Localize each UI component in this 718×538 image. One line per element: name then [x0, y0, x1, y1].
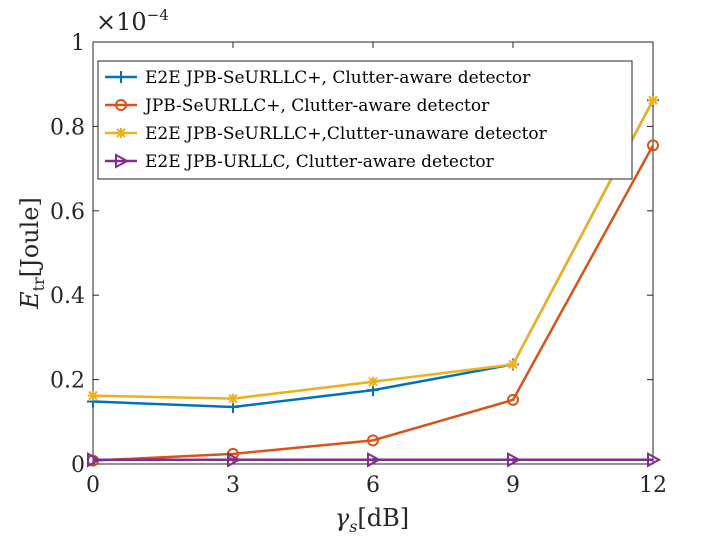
- y-exponent-label: ×10−4: [96, 6, 169, 36]
- legend-item: E2E JPB-SeURLLC+, Clutter-aware detector: [105, 68, 531, 88]
- data-point-marker: [647, 139, 659, 152]
- x-tick-label: 6: [366, 473, 380, 498]
- y-tick-label: 0.4: [50, 284, 85, 309]
- data-point-marker: [87, 452, 102, 468]
- data-point-marker: [116, 128, 126, 138]
- x-tick-label: 9: [506, 473, 520, 498]
- legend-label: E2E JPB-SeURLLC+, Clutter-aware detector: [145, 68, 531, 88]
- legend-label: JPB-SeURLLC+, Clutter-aware detector: [143, 96, 490, 116]
- data-point-marker: [368, 376, 378, 387]
- data-point-marker: [228, 393, 238, 404]
- data-point-marker: [115, 153, 130, 169]
- data-point-marker: [115, 71, 127, 83]
- data-point-marker: [507, 393, 519, 406]
- data-point-marker: [115, 99, 127, 111]
- y-tick-label: 1: [71, 31, 85, 56]
- data-point-marker: [508, 359, 518, 370]
- legend-label: E2E JPB-URLLC, Clutter-aware detector: [145, 152, 495, 172]
- y-tick-label: 0.2: [50, 369, 85, 394]
- y-axis-label: Etr[Joule]: [16, 197, 48, 310]
- legend-item: E2E JPB-SeURLLC+,Clutter-unaware detecto…: [105, 124, 548, 144]
- legend-item: JPB-SeURLLC+, Clutter-aware detector: [105, 96, 490, 116]
- x-axis-label: γs[dB]: [335, 504, 409, 536]
- data-point-marker: [367, 452, 382, 468]
- data-point-marker: [367, 434, 379, 447]
- x-tick-label: 0: [86, 473, 100, 498]
- series-4: [87, 452, 662, 468]
- series-line: [92, 144, 655, 462]
- data-point-marker: [88, 390, 98, 401]
- x-tick-label: 12: [639, 473, 667, 498]
- data-point-marker: [507, 452, 522, 468]
- legend-label: E2E JPB-SeURLLC+,Clutter-unaware detecto…: [145, 124, 548, 144]
- data-point-marker: [647, 452, 662, 468]
- y-tick-label: 0.8: [50, 115, 85, 140]
- legend-box: [97, 60, 633, 180]
- series-3: [88, 95, 658, 404]
- x-tick-label: 3: [226, 473, 240, 498]
- legend: E2E JPB-SeURLLC+, Clutter-aware detector…: [97, 60, 633, 180]
- data-point-marker: [648, 95, 658, 106]
- data-point-marker: [227, 452, 242, 468]
- y-tick-label: 0: [71, 453, 85, 478]
- y-tick-label: 0.6: [50, 200, 85, 225]
- legend-item: E2E JPB-URLLC, Clutter-aware detector: [105, 152, 495, 172]
